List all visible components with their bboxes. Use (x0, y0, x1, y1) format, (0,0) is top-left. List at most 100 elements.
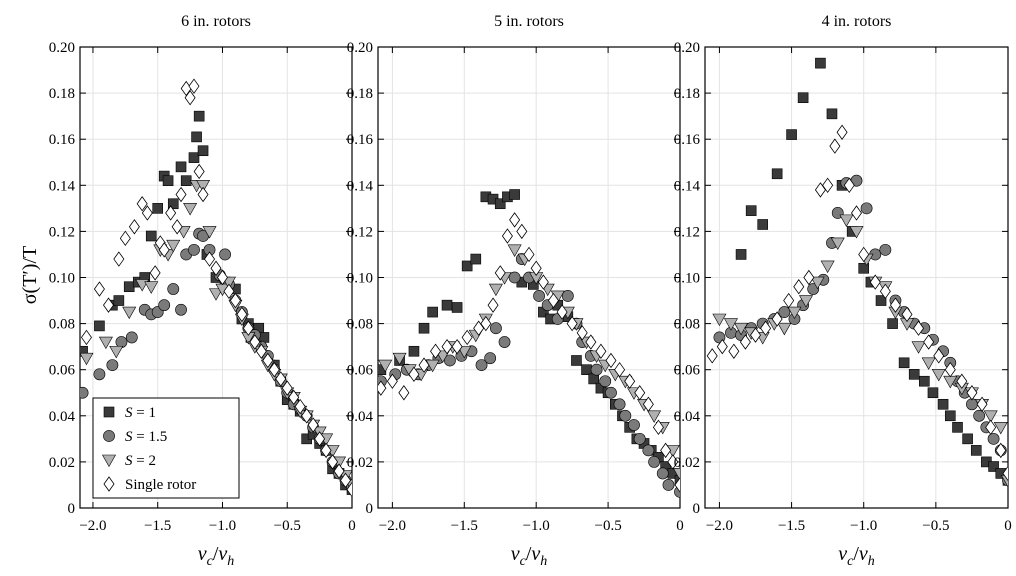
data-point (333, 463, 345, 479)
data-point (490, 322, 502, 335)
data-point (662, 479, 675, 491)
y-tick-label: 0 (68, 501, 76, 517)
y-tick-label: 0.12 (49, 224, 75, 240)
y-tick-label: 0.08 (347, 317, 373, 333)
panel-title: 6 in. rotors (181, 13, 251, 30)
data-point (976, 396, 988, 412)
data-point (196, 180, 211, 193)
data-point (288, 389, 300, 406)
data-point (418, 322, 430, 334)
data-point (757, 219, 769, 230)
data-point (962, 433, 973, 445)
data-point (223, 283, 235, 300)
data-point (836, 124, 848, 140)
data-point (944, 410, 956, 422)
data-point (457, 345, 472, 359)
data-point (418, 357, 430, 373)
data-point (642, 396, 654, 412)
x-tick-label: −1.0 (209, 518, 236, 534)
data-point (193, 163, 205, 180)
data-point (152, 203, 164, 214)
data-point (783, 292, 795, 309)
data-point (908, 369, 920, 380)
data-point (956, 373, 968, 389)
data-point (441, 299, 453, 311)
data-point (320, 442, 332, 459)
y-tick-label: 0.16 (49, 132, 76, 148)
y-axis-label: σ(T′)/T (19, 246, 41, 304)
y-tick-label: 0.10 (674, 271, 700, 287)
data-point (378, 359, 393, 373)
y-tick-label: 0.06 (347, 363, 374, 379)
y-tick-label: 0.06 (674, 363, 701, 379)
data-point (712, 313, 727, 327)
data-point (931, 369, 946, 382)
data-point (966, 385, 978, 401)
data-point (175, 161, 187, 173)
x-tick-label: −0.5 (922, 518, 949, 534)
legend-marker (103, 430, 115, 442)
markers (80, 78, 352, 498)
data-point (229, 292, 241, 309)
x-tick-label: 0 (676, 518, 684, 534)
x-tick-label: 0 (348, 518, 356, 534)
data-point (94, 320, 105, 332)
data-point (585, 334, 597, 350)
data-point (660, 442, 672, 459)
data-point (843, 177, 855, 193)
data-point (927, 387, 939, 399)
data-point (249, 334, 261, 350)
legend-label: S = 1.5 (125, 429, 167, 445)
data-point (898, 357, 910, 369)
data-point (590, 363, 603, 376)
data-point (983, 410, 998, 423)
data-point (125, 331, 138, 344)
data-point (219, 248, 231, 261)
data-point (605, 386, 617, 399)
x-tick-label: −1.5 (144, 518, 171, 534)
data-point (314, 431, 326, 447)
data-point (913, 320, 925, 336)
data-point (451, 338, 463, 355)
panels: 0 0.02 0.04 0.06 0.08 0.10 0.12 0.14 0.16 0.18 0.2… (49, 13, 1012, 569)
data-point (507, 244, 522, 257)
data-point (849, 226, 864, 239)
data-point (815, 57, 826, 69)
data-point (268, 362, 280, 378)
data-point (923, 334, 935, 350)
data-point (509, 212, 521, 228)
x-tick-label: −0.5 (274, 518, 301, 534)
data-point (144, 281, 159, 294)
data-point (180, 175, 192, 186)
data-point (987, 432, 1000, 445)
y-tick-label: 0.16 (674, 132, 701, 148)
panel-3: 0 0.02 0.04 0.06 0.08 0.10 0.12 0.14 0.16 0.18 0.2… (674, 13, 1012, 569)
legend-marker (101, 454, 117, 468)
data-point (188, 78, 200, 94)
y-tick-label: 0.04 (49, 409, 76, 425)
data-point (911, 341, 926, 354)
y-tick-label: 0.14 (347, 178, 374, 194)
data-point (183, 203, 198, 216)
data-point (652, 419, 664, 436)
data-point (937, 398, 949, 410)
y-tick-label: 0.10 (49, 271, 75, 287)
data-point (706, 348, 718, 364)
data-point (858, 262, 870, 274)
x-axis-label: vc/vh (198, 543, 235, 569)
data-point (93, 368, 106, 381)
data-point (771, 311, 783, 327)
legend-marker (103, 476, 115, 492)
data-point (193, 110, 205, 122)
y-tick-label: 0.20 (674, 40, 700, 56)
data-point (93, 281, 105, 297)
data-point (672, 468, 680, 481)
data-point (793, 279, 805, 295)
y-tick-label: 0.10 (347, 271, 373, 287)
y-tick-label: 0.20 (347, 40, 373, 56)
data-point (106, 359, 119, 371)
series-4 (378, 212, 680, 493)
data-point (167, 283, 180, 295)
data-point (1002, 465, 1008, 482)
data-point (822, 177, 834, 193)
